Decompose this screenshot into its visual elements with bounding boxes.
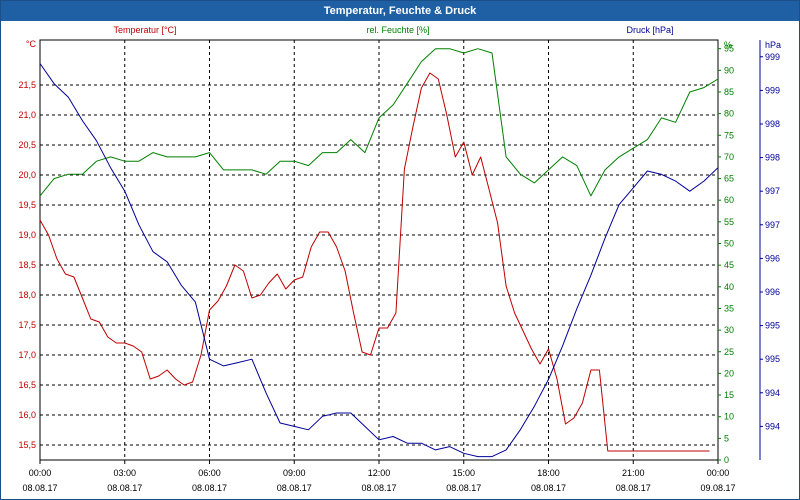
- y-unit-pressure: hPa: [765, 40, 781, 50]
- y-tick-humidity: 10: [724, 412, 734, 422]
- y-tick-temperature: 19,5: [18, 200, 36, 210]
- y-tick-humidity: 0: [724, 455, 729, 465]
- axis-labels: 00:00 08.08.17 03:00 08.08.17 06:00 08.08.17 0…: [18, 25, 781, 493]
- y-tick-humidity: 55: [724, 217, 734, 227]
- y-tick-humidity: 45: [724, 260, 734, 270]
- x-tick-time: 12:00: [368, 468, 391, 478]
- x-tick-time: 21:00: [622, 468, 645, 478]
- y-tick-humidity: 60: [724, 195, 734, 205]
- y-tick-humidity: 35: [724, 303, 734, 313]
- y-tick-humidity: 5: [724, 433, 729, 443]
- y-tick-temperature: 17,0: [18, 350, 36, 360]
- y-tick-pressure: 995: [765, 354, 780, 364]
- x-tick-date: 09.08.17: [700, 483, 735, 493]
- legend-humidity: rel. Feuchte [%]: [366, 25, 429, 35]
- y-tick-temperature: 19,0: [18, 230, 36, 240]
- y-unit-temperature: °C: [26, 39, 37, 49]
- x-tick-date: 08.08.17: [446, 483, 481, 493]
- y-tick-pressure: 997: [765, 220, 780, 230]
- x-tick-date: 08.08.17: [107, 483, 142, 493]
- x-tick-date: 08.08.17: [192, 483, 227, 493]
- y-tick-temperature: 16,5: [18, 380, 36, 390]
- y-tick-temperature: 21,0: [18, 110, 36, 120]
- legend-pressure: Druck [hPa]: [626, 25, 673, 35]
- y-tick-pressure: 998: [765, 119, 780, 129]
- x-tick-time: 06:00: [198, 468, 221, 478]
- series-line-temperature: [39, 72, 710, 452]
- y-tick-humidity: 80: [724, 109, 734, 119]
- y-tick-humidity: 95: [724, 44, 734, 54]
- y-tick-temperature: 16,0: [18, 410, 36, 420]
- x-tick-time: 09:00: [283, 468, 306, 478]
- y-unit-humidity: %: [724, 40, 732, 50]
- y-tick-pressure: 996: [765, 253, 780, 263]
- y-tick-humidity: 65: [724, 174, 734, 184]
- y-tick-temperature: 21,5: [18, 80, 36, 90]
- y-tick-pressure: 998: [765, 153, 780, 163]
- y-tick-humidity: 25: [724, 347, 734, 357]
- y-tick-humidity: 30: [724, 325, 734, 335]
- x-tick-date: 08.08.17: [616, 483, 651, 493]
- y-tick-temperature: 15,5: [18, 440, 36, 450]
- legend-temperature: Temperatur [°C]: [113, 25, 176, 35]
- y-tick-pressure: 997: [765, 186, 780, 196]
- grid-lines: [40, 40, 718, 460]
- y-tick-humidity: 50: [724, 239, 734, 249]
- x-tick-date: 08.08.17: [22, 483, 57, 493]
- x-tick-date: 08.08.17: [277, 483, 312, 493]
- y-tick-temperature: 17,5: [18, 320, 36, 330]
- y-tick-pressure: 999: [765, 52, 780, 62]
- x-tick-time: 00:00: [707, 468, 730, 478]
- x-tick-time: 00:00: [29, 468, 52, 478]
- y-tick-pressure: 994: [765, 421, 780, 431]
- series-line-humidity: [39, 48, 719, 197]
- x-tick-time: 15:00: [452, 468, 475, 478]
- y-tick-temperature: 18,0: [18, 290, 36, 300]
- y-tick-pressure: 995: [765, 321, 780, 331]
- x-tick-time: 03:00: [113, 468, 136, 478]
- x-tick-date: 08.08.17: [361, 483, 396, 493]
- y-tick-temperature: 18,5: [18, 260, 36, 270]
- y-tick-humidity: 70: [724, 152, 734, 162]
- y-tick-humidity: 90: [724, 65, 734, 75]
- y-tick-humidity: 75: [724, 130, 734, 140]
- y-tick-pressure: 996: [765, 287, 780, 297]
- y-tick-humidity: 20: [724, 368, 734, 378]
- x-tick-date: 08.08.17: [531, 483, 566, 493]
- y-tick-temperature: 20,5: [18, 140, 36, 150]
- y-tick-temperature: 20,0: [18, 170, 36, 180]
- x-tick-time: 18:00: [537, 468, 560, 478]
- y-tick-humidity: 15: [724, 390, 734, 400]
- y-tick-pressure: 994: [765, 388, 780, 398]
- y-tick-pressure: 999: [765, 85, 780, 95]
- y-tick-humidity: 85: [724, 87, 734, 97]
- window-title: Temperatur, Feuchte & Druck: [1, 1, 799, 21]
- y-tick-humidity: 40: [724, 282, 734, 292]
- series-line-pressure: [39, 63, 719, 458]
- series-lines: [39, 48, 719, 458]
